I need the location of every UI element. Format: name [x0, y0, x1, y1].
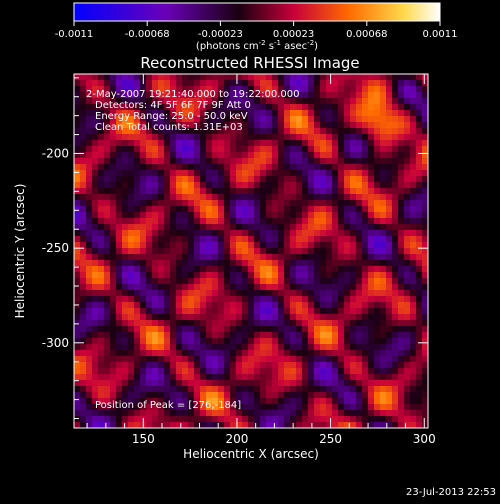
plot-frame — [73, 73, 429, 429]
y-tick-label: -300 — [42, 336, 69, 350]
x-tick-label: 200 — [225, 432, 248, 446]
colorbar-tick-label: -0.00023 — [198, 29, 243, 40]
x-tick-label: 150 — [132, 432, 155, 446]
x-tick-label: 300 — [413, 432, 436, 446]
x-axis: 150 200 250 300 — [86, 74, 436, 446]
y-tick-label: -200 — [42, 147, 69, 161]
colorbar — [73, 2, 441, 22]
colorbar-tick-label: 0.00068 — [346, 29, 387, 40]
x-axis-label: Heliocentric X (arcsec) — [183, 447, 319, 461]
y-axis: -200 -250 -300 — [42, 77, 428, 420]
annotation-energy-range: Energy Range: 25.0 - 50.0 keV — [95, 111, 248, 122]
timestamp: 23-Jul-2013 22:53 — [406, 487, 496, 498]
chart-title: Reconstructed RHESSI Image — [140, 54, 359, 72]
colorbar-ticks: -0.0011 -0.00068 -0.00023 0.00023 0.00068 0.0… — [55, 21, 458, 40]
colorbar-tick-label: 0.0011 — [423, 29, 458, 40]
x-tick-label: 250 — [319, 432, 342, 446]
colorbar-tick-label: 0.00023 — [273, 29, 314, 40]
heatmap — [74, 74, 428, 428]
y-tick-label: -250 — [42, 241, 69, 255]
annotation-block: 2-May-2007 19:21:40.000 to 19:22:00.000 … — [86, 89, 299, 133]
peak-position-label: Position of Peak = [276,-184] — [95, 400, 241, 411]
colorbar-unit-label: (photons cm-2 s-1 asec-2) — [196, 39, 318, 52]
annotation-counts: Clean Total counts: 1.31E+03 — [95, 122, 243, 133]
annotation-time-range: 2-May-2007 19:21:40.000 to 19:22:00.000 — [86, 89, 299, 100]
colorbar-tick-label: -0.00068 — [125, 29, 170, 40]
y-axis-label: Heliocentric Y (arcsec) — [13, 184, 27, 319]
colorbar-tick-label: -0.0011 — [55, 29, 94, 40]
annotation-detectors: Detectors: 4F 5F 6F 7F 9F Att 0 — [95, 100, 251, 111]
